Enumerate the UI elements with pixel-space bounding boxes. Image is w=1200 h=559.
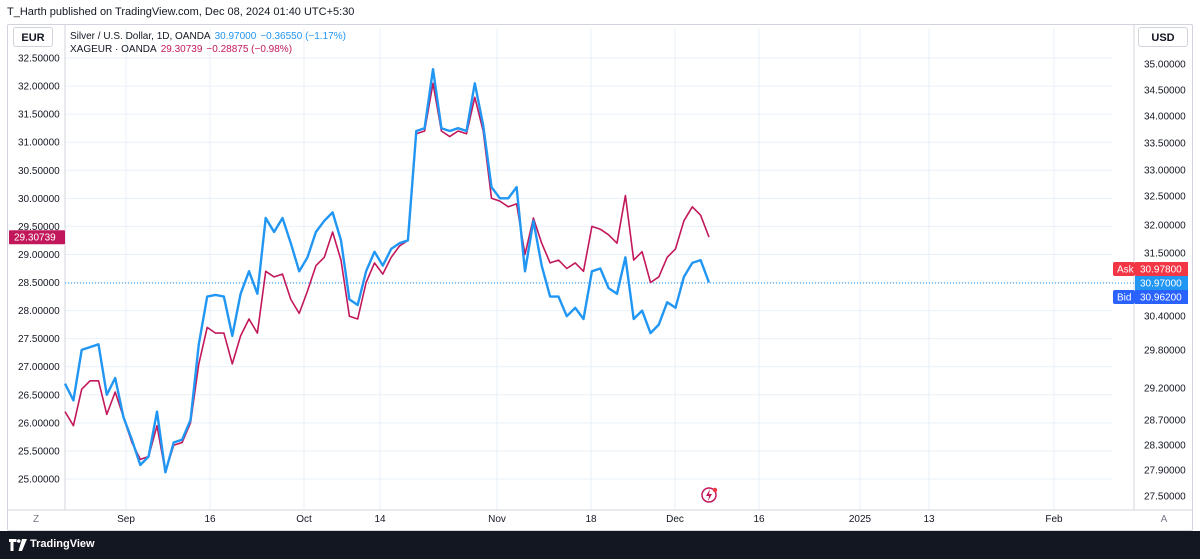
- right-axis-tick-label: 29.80000: [1144, 346, 1186, 357]
- right-axis-tick-label: 28.70000: [1144, 416, 1186, 427]
- left-axis-tick-label: 31.50000: [18, 110, 60, 121]
- tradingview-logo-icon: [9, 539, 27, 551]
- right-axis-tick-label: 32.00000: [1144, 221, 1186, 232]
- left-axis-tick-label: 28.50000: [18, 278, 60, 289]
- last-price-badge: [1135, 276, 1188, 290]
- legend-usd-price: 30.97000: [214, 31, 257, 42]
- publish-header: T_Harth published on TradingView.com, De…: [0, 0, 1200, 24]
- left-axis-tick-label: 30.00000: [18, 194, 60, 205]
- right-axis-tick-label: 31.50000: [1144, 249, 1186, 260]
- left-axis-tick-label: 27.50000: [18, 334, 60, 345]
- right-axis-tick-label: 34.00000: [1144, 112, 1186, 123]
- left-axis-tick-label: 26.00000: [18, 418, 60, 429]
- chart-frame: [7, 24, 1193, 531]
- x-axis-tick-label: 16: [204, 514, 216, 525]
- bid-tag-label: Bid: [1117, 293, 1131, 304]
- legend-eur-name: XAGEUR · OANDA: [70, 44, 157, 55]
- left-axis-tick-label: 27.00000: [18, 362, 60, 373]
- left-axis-tick-label: 31.00000: [18, 138, 60, 149]
- left-axis-tick-label: 25.50000: [18, 446, 60, 457]
- lightning-icon: [706, 489, 712, 501]
- timezone-button: Z: [33, 514, 39, 525]
- right-axis-tick-label: 27.50000: [1144, 492, 1186, 503]
- x-axis-tick-label: 18: [585, 514, 597, 525]
- left-axis-tick-label: 29.50000: [18, 222, 60, 233]
- ask-price-badge: [1135, 262, 1188, 276]
- last-price-label: 30.97000: [1140, 279, 1182, 290]
- right-axis-tick-label: 30.40000: [1144, 312, 1186, 323]
- right-axis-tick-label: 35.00000: [1144, 60, 1186, 71]
- legend-row-usd[interactable]: Silver / U.S. Dollar, 1D, OANDA 30.97000−…: [70, 30, 350, 43]
- ask-tag-badge: [1113, 262, 1135, 276]
- legend-usd-change: −0.36550 (−1.17%): [260, 31, 346, 42]
- legend-row-eur[interactable]: XAGEUR · OANDA 29.30739 −0.28875 (−0.98%): [70, 43, 350, 56]
- left-axis-tick-label: 28.00000: [18, 306, 60, 317]
- left-axis-tick-label: 26.50000: [18, 390, 60, 401]
- bid-price-badge: [1135, 290, 1188, 304]
- left-axis-tick-label: 30.50000: [18, 166, 60, 177]
- ask-price-label: 30.97800: [1140, 265, 1182, 276]
- publish-info: T_Harth published on TradingView.com, De…: [7, 6, 355, 18]
- right-axis-tick-label: 34.50000: [1144, 86, 1186, 97]
- bid-tag-badge: [1113, 290, 1135, 304]
- right-axis-tick-label: 29.20000: [1144, 384, 1186, 395]
- bid-price-label: 30.96200: [1140, 293, 1182, 304]
- left-axis-tick-label: 25.00000: [18, 475, 60, 486]
- x-axis-tick-label: 16: [753, 514, 765, 525]
- legend-usd-name: Silver / U.S. Dollar, 1D, OANDA: [70, 31, 211, 42]
- right-axis-tick-label: 33.00000: [1144, 166, 1186, 177]
- ask-tag-label: Ask: [1117, 265, 1135, 276]
- left-axis-tick-label: 32.50000: [18, 54, 60, 65]
- left-axis-tick-label: 29.00000: [18, 250, 60, 261]
- x-axis-tick-label: 14: [374, 514, 386, 525]
- event-dot-icon: [712, 487, 718, 493]
- right-axis-tick-label: 33.50000: [1144, 139, 1186, 150]
- series-line-xageur[interactable]: [64, 82, 710, 474]
- legend-eur-change: −0.28875 (−0.98%): [206, 44, 293, 55]
- left-last-price-label: 29.30739: [14, 233, 56, 244]
- left-axis-tick-label: 32.00000: [18, 82, 60, 93]
- right-axis-tick-label: 28.30000: [1144, 441, 1186, 452]
- x-axis-tick-label: 13: [923, 514, 935, 525]
- x-axis-tick-label: Sep: [117, 514, 135, 525]
- x-axis-tick-label: Nov: [488, 514, 506, 525]
- x-axis-tick-label: Oct: [296, 514, 312, 525]
- x-axis-tick-label: Feb: [1045, 514, 1063, 525]
- footer-brand: TradingView: [30, 538, 95, 550]
- left-currency-button[interactable]: EUR: [13, 27, 53, 47]
- right-axis-tick-label: 32.50000: [1144, 192, 1186, 203]
- chart-legend: Silver / U.S. Dollar, 1D, OANDA 30.97000−…: [70, 30, 350, 56]
- series-line-xagusd[interactable]: [63, 67, 711, 474]
- footer-bar: TradingView: [0, 531, 1200, 559]
- right-currency-button[interactable]: USD: [1138, 27, 1188, 47]
- right-axis-tick-label: 27.90000: [1144, 466, 1186, 477]
- x-axis-tick-label: Dec: [666, 514, 684, 525]
- legend-eur-price: 29.30739: [160, 44, 203, 55]
- auto-scale-button: A: [1161, 514, 1168, 525]
- left-last-price-badge: [9, 230, 65, 245]
- x-axis-tick-label: 2025: [849, 514, 872, 525]
